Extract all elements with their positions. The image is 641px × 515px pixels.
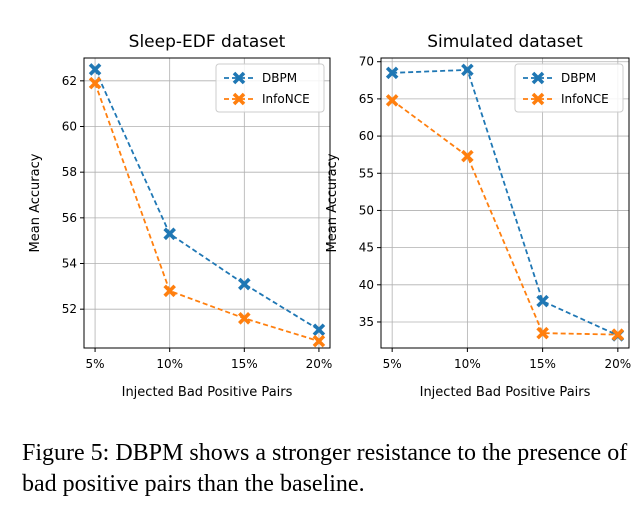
- data-point-infonce: [238, 312, 251, 325]
- legend-marker-dbpm: [531, 71, 545, 85]
- figure: 52 54 56 58 60 62 5% 10% 15% 20% Sleep-EDF dataset…: [28, 32, 631, 400]
- series-line-infonce: [94, 82, 320, 343]
- legend: DBPM InfoNCE: [215, 63, 325, 113]
- legend-label-infonce: InfoNCE: [262, 92, 310, 106]
- x-tick-label: 20%: [306, 357, 333, 371]
- legend-label-dbpm: DBPM: [262, 71, 297, 85]
- y-axis-label: Mean Accuracy: [28, 153, 43, 252]
- y-tick-label: 50: [359, 203, 374, 217]
- y-tick-label: 54: [62, 257, 77, 271]
- y-tick-label: 62: [62, 74, 77, 88]
- x-axis-label: Injected Bad Positive Pairs: [122, 385, 293, 400]
- data-point-dbpm: [163, 227, 176, 241]
- chart-title: Simulated dataset: [427, 32, 583, 52]
- y-tick-label: 65: [359, 92, 374, 106]
- legend-marker-dbpm: [232, 71, 246, 85]
- y-tick-label: 35: [359, 315, 374, 329]
- data-point-dbpm: [385, 66, 399, 80]
- x-axis-label: Injected Bad Positive Pairs: [420, 385, 591, 400]
- plot-frame: [380, 57, 630, 349]
- series-line-infonce: [391, 99, 618, 336]
- legend-label-infonce: InfoNCE: [561, 92, 609, 106]
- y-tick-label: 56: [62, 211, 77, 225]
- chart-panel-2: 35 40 45 50 55 60 65 70 5% 10% 15% 20% Simulated dat…: [325, 32, 631, 400]
- x-tick-label: 5%: [383, 357, 402, 371]
- data-point-dbpm: [238, 277, 251, 291]
- legend-marker-infonce: [232, 92, 246, 106]
- x-tick-label: 15%: [529, 357, 556, 371]
- data-point-infonce: [461, 149, 474, 163]
- legend-label-dbpm: DBPM: [561, 71, 596, 85]
- y-tick-label: 45: [359, 241, 374, 255]
- y-tick-label: 52: [62, 302, 77, 316]
- legend: DBPM InfoNCE: [514, 63, 624, 113]
- data-point-dbpm: [88, 63, 102, 76]
- data-point-infonce: [536, 326, 549, 340]
- x-tick-label: 10%: [156, 357, 183, 371]
- data-point-infonce: [312, 334, 326, 348]
- y-tick-label: 70: [359, 55, 374, 69]
- data-point-dbpm: [461, 63, 474, 77]
- y-axis-label: Mean Accuracy: [325, 153, 340, 252]
- data-point-infonce: [88, 76, 102, 90]
- data-point-infonce: [611, 328, 625, 341]
- figure-caption: Figure 5: DBPM shows a stronger resistan…: [22, 440, 628, 497]
- x-tick-label: 20%: [605, 357, 632, 371]
- x-tick-label: 5%: [86, 357, 105, 371]
- legend-marker-infonce: [531, 92, 545, 106]
- y-tick-label: 60: [62, 120, 77, 134]
- y-tick-label: 60: [359, 129, 374, 143]
- series-line-dbpm: [392, 68, 619, 337]
- x-tick-label: 10%: [454, 357, 481, 371]
- plot-frame: [83, 57, 331, 349]
- y-tick-label: 40: [359, 278, 374, 292]
- data-point-dbpm: [312, 323, 326, 337]
- data-point-infonce: [163, 284, 176, 298]
- chart-panel-1: 52 54 56 58 60 62 5% 10% 15% 20% Sleep-EDF dataset…: [28, 32, 332, 400]
- data-point-dbpm: [536, 294, 549, 308]
- series-line-dbpm: [94, 69, 320, 331]
- y-tick-label: 55: [359, 166, 374, 180]
- x-tick-label: 15%: [231, 357, 258, 371]
- data-point-infonce: [385, 94, 399, 107]
- y-tick-label: 58: [62, 165, 77, 179]
- chart-title: Sleep-EDF dataset: [129, 32, 286, 52]
